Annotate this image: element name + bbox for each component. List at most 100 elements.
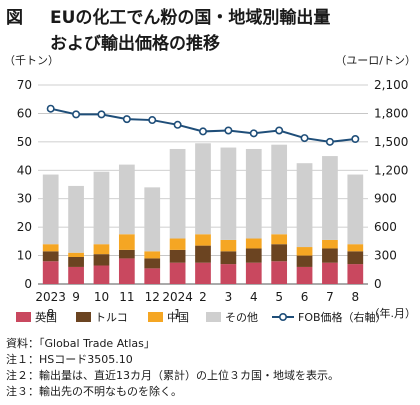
x-tick-label: 10 <box>94 290 109 304</box>
x-tick-sublabel: .1 <box>171 307 182 320</box>
bar-segment <box>118 234 135 250</box>
fob-price-point <box>224 126 233 135</box>
bar-segment <box>220 251 237 265</box>
bar-segment <box>195 143 211 235</box>
y-right-unit: （ユーロ/トン） <box>335 54 416 67</box>
x-tick-label: 4 <box>250 290 258 304</box>
bar-segment <box>322 156 338 240</box>
y-right-tick-label: 600 <box>374 220 397 234</box>
bar-segment <box>169 262 186 284</box>
notes: 資料：「Global Trade Atlas」 注１：HSコード3505.10 … <box>6 336 339 400</box>
x-tick-label: 3 <box>225 290 233 304</box>
bar-segment <box>68 252 84 257</box>
fob-price-point <box>199 127 208 136</box>
note-3: 注３：輸出先の不明なものを除く。 <box>6 385 182 398</box>
fob-price-point <box>46 104 55 113</box>
bar-segment <box>118 258 135 284</box>
bar-segment <box>93 244 110 255</box>
x-tick-label: 8 <box>351 290 359 304</box>
bar-segment <box>93 171 110 245</box>
fob-price-point <box>173 120 182 129</box>
x-axis-unit: （年.月） <box>369 306 417 320</box>
x-tick-label: 11 <box>119 290 134 304</box>
bar-segment <box>296 163 313 248</box>
fob-price-point <box>97 110 106 119</box>
legend-swatch <box>16 312 31 322</box>
y-right-tick-label: 1,500 <box>374 135 408 149</box>
y-right-tick-label: 1,200 <box>374 163 408 177</box>
legend-swatch <box>76 312 91 322</box>
legend-label: トルコ <box>95 311 128 324</box>
figure-label: 図 <box>6 8 23 28</box>
bar-segment <box>245 262 262 284</box>
bar-segment <box>322 262 338 284</box>
bar-segment <box>93 254 110 266</box>
legend-swatch <box>206 312 221 322</box>
bar-segment <box>68 256 84 267</box>
bar-segment <box>42 261 59 284</box>
bar-segment <box>169 249 186 263</box>
export-chart: （千トン） （ユーロ/トン） 0 0 10 300 20 600 30 900 40 1,200 50 1… <box>4 54 417 324</box>
bar-segment <box>220 147 237 240</box>
bar-segment <box>245 148 262 239</box>
bar-segment <box>245 248 262 263</box>
legend-swatch <box>148 312 163 322</box>
fob-price-point <box>72 110 81 119</box>
title-line-1: 図 EUの化工でん粉の国・地域別輸出量 <box>6 3 330 28</box>
bar-segment <box>296 266 313 284</box>
note-2: 注２：輸出量は、直近13カ月（累計）の上位３カ国・地域を表示。 <box>6 369 339 382</box>
bar-segment <box>195 262 211 284</box>
bar-segment <box>271 144 288 235</box>
bar-segment <box>296 247 313 256</box>
fob-price-point <box>351 135 360 144</box>
legend-label: その他 <box>225 311 258 324</box>
bar-segment <box>42 244 59 252</box>
note-source: 資料：「Global Trade Atlas」 <box>6 337 155 350</box>
bar-segment <box>347 251 364 265</box>
y-left-unit: （千トン） <box>4 54 59 67</box>
y-left-tick-label: 20 <box>17 220 32 234</box>
x-tick-label: 9 <box>72 290 80 304</box>
x-tick-label: 2 <box>199 290 207 304</box>
bar-segment <box>144 251 161 259</box>
y-right-tick-label: 900 <box>374 192 397 206</box>
bar-segment <box>42 251 59 262</box>
x-tick-label: 5 <box>275 290 283 304</box>
legend-line-marker <box>278 312 287 321</box>
fob-price-point <box>249 129 258 138</box>
fob-price-point <box>122 115 131 124</box>
title-text-1: EUの化工でん粉の国・地域別輸出量 <box>50 8 331 28</box>
bar-segment <box>296 255 313 267</box>
bar-segment <box>169 148 186 239</box>
bar-segment <box>93 265 110 284</box>
bar-segment <box>118 164 135 235</box>
bar-segment <box>42 174 59 245</box>
bar-segment <box>271 244 288 262</box>
bar-segment <box>68 185 84 253</box>
y-left-tick-label: 30 <box>17 192 32 206</box>
note-1: 注１：HSコード3505.10 <box>6 353 133 366</box>
bar-segment <box>220 264 237 284</box>
bar-segment <box>322 248 338 263</box>
bar-segment <box>271 261 288 284</box>
bar-segment <box>271 234 288 245</box>
bar-segment <box>144 187 161 252</box>
y-left-tick-label: 0 <box>24 277 32 291</box>
bar-segment <box>245 238 262 249</box>
x-tick-label: 7 <box>326 290 334 304</box>
bar-segment <box>195 234 211 246</box>
x-tick-sublabel: .8 <box>44 307 55 320</box>
y-left-tick-label: 10 <box>17 249 32 263</box>
bar-segment <box>144 268 161 284</box>
bar-segment <box>220 239 237 252</box>
fob-price-point <box>275 126 284 135</box>
y-right-tick-label: 0 <box>374 277 382 291</box>
bar-segment <box>68 266 84 284</box>
bar-segment <box>347 264 364 284</box>
x-tick-label: 2023 <box>35 290 66 304</box>
y-right-tick-label: 300 <box>374 249 397 263</box>
x-tick-label: 6 <box>301 290 309 304</box>
bar-segment <box>169 238 186 250</box>
y-left-tick-label: 40 <box>17 163 32 177</box>
legend-label: 英国 <box>35 310 57 324</box>
